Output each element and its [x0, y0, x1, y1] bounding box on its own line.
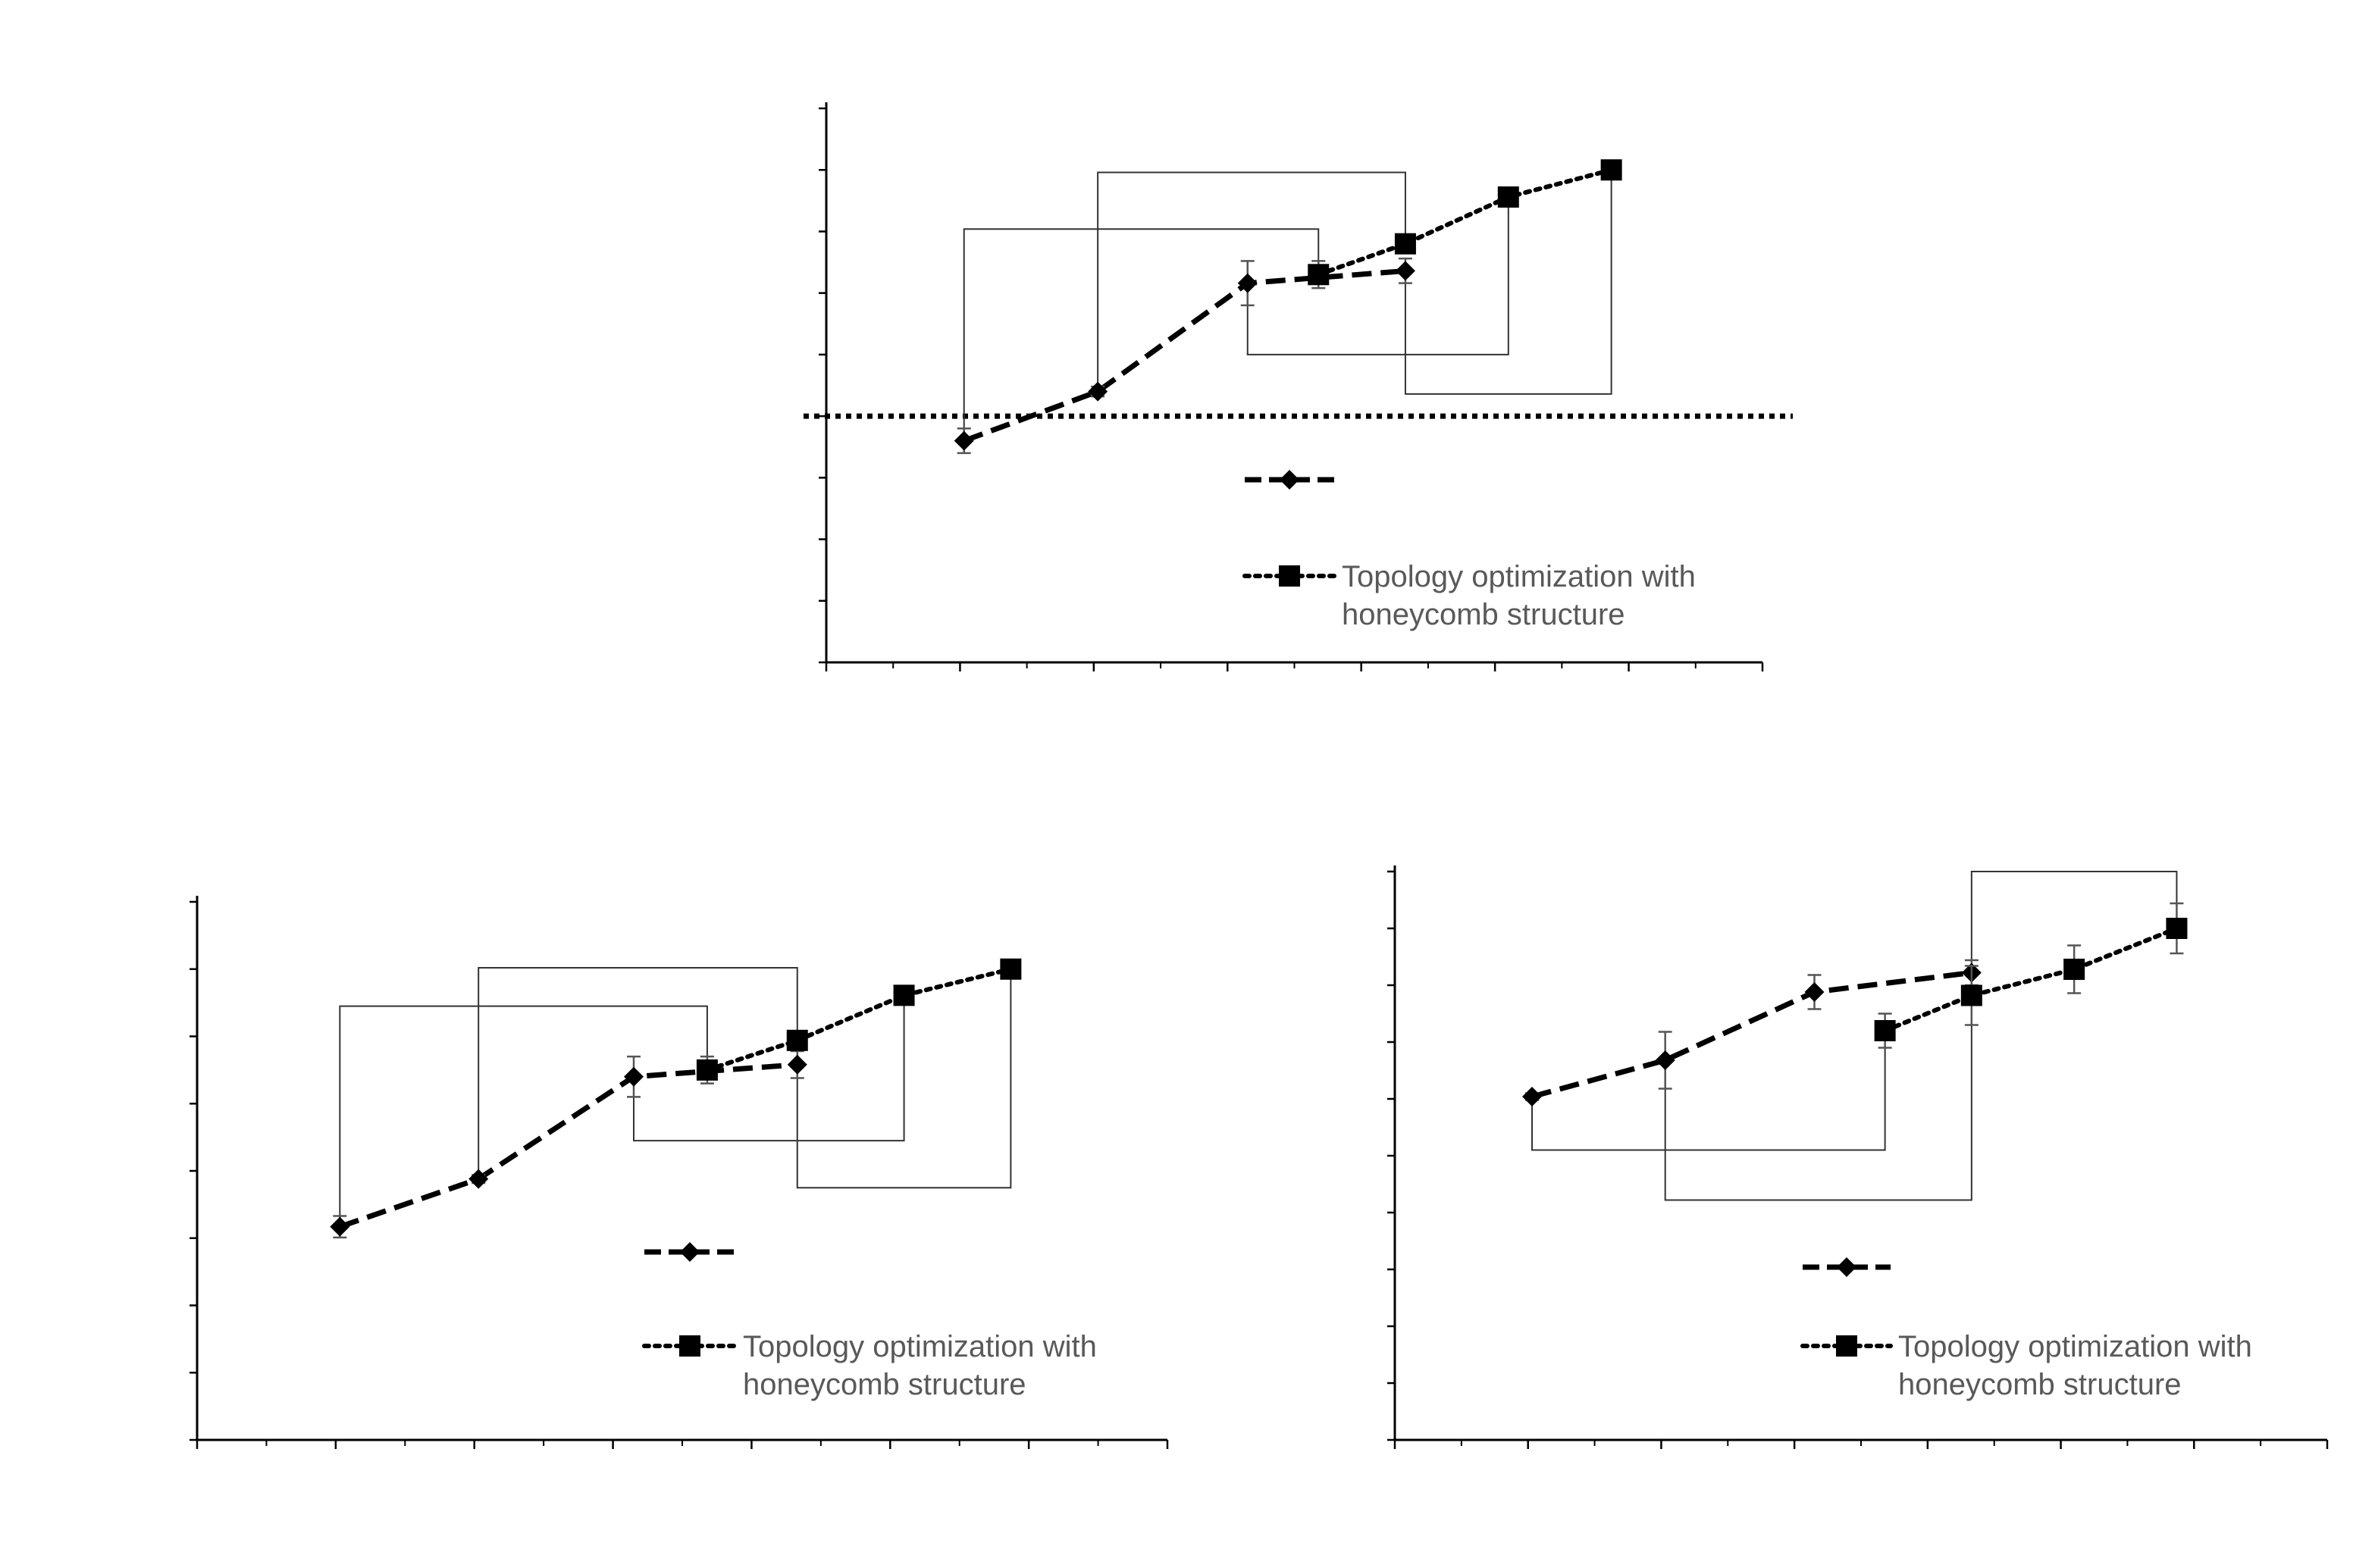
series-line — [704, 966, 1014, 1072]
series-line — [1882, 926, 2179, 1033]
legend-label-honeycomb-line2: honeycomb structure — [743, 1368, 1026, 1401]
series-line — [1316, 167, 1614, 277]
data-point-diamond — [468, 1169, 489, 1189]
data-point-square — [1874, 1020, 1896, 1041]
legend-label-honeycomb: Topology optimization with — [743, 1330, 1097, 1363]
chart-panel-1: Topology optimization with honeycomb stru… — [190, 896, 1169, 1449]
data-point-diamond — [624, 1066, 644, 1087]
legend-marker-diamond — [680, 1242, 700, 1262]
significance-bracket — [1097, 171, 1406, 392]
series-line — [339, 1062, 798, 1229]
legend-marker-square — [1836, 1335, 1857, 1357]
data-point-diamond — [1395, 261, 1415, 281]
data-point-square — [786, 1029, 808, 1051]
significance-bracket — [1970, 871, 2178, 973]
significance-bracket — [1246, 196, 1509, 355]
data-point-square — [1394, 233, 1416, 255]
data-point-square — [2063, 959, 2085, 980]
legend-marker-square — [1279, 565, 1300, 587]
significance-bracket — [478, 966, 798, 1179]
legend-marker-square — [679, 1335, 700, 1357]
data-point-square — [2166, 918, 2188, 939]
significance-bracket — [1664, 995, 1972, 1201]
data-point-square — [1308, 264, 1330, 286]
data-point-diamond — [1655, 1050, 1675, 1070]
data-point-square — [893, 984, 915, 1006]
significance-bracket — [796, 969, 1012, 1189]
data-point-diamond — [1521, 1087, 1542, 1106]
data-point-diamond — [1237, 273, 1258, 293]
legend-label-honeycomb: Topology optimization with — [1898, 1330, 2252, 1363]
data-point-diamond — [330, 1216, 350, 1237]
legend-marker-diamond — [1837, 1257, 1856, 1277]
data-point-diamond — [787, 1054, 807, 1075]
data-point-square — [696, 1059, 718, 1081]
legend-marker-diamond — [1280, 470, 1299, 490]
data-point-diamond — [1088, 381, 1108, 402]
significance-bracket — [1404, 170, 1612, 395]
data-point-diamond — [1804, 982, 1825, 1002]
significance-bracket — [633, 995, 905, 1142]
legend-label-honeycomb: Topology optimization with — [1342, 560, 1696, 593]
significance-bracket — [1531, 1031, 1886, 1151]
chart-panel-0: Topology optimization with honeycomb stru… — [804, 102, 1793, 671]
legend-label-honeycomb-line2: honeycomb structure — [1342, 598, 1625, 631]
legend-label-honeycomb-line2: honeycomb structure — [1898, 1368, 2182, 1401]
series-line — [1531, 970, 1972, 1100]
data-point-square — [1600, 159, 1622, 181]
significance-bracket — [963, 228, 1320, 441]
significance-bracket — [339, 1005, 708, 1227]
data-point-square — [1960, 984, 1982, 1006]
chart-panel-2: Topology optimization with honeycomb stru… — [1387, 865, 2329, 1449]
data-point-square — [1000, 958, 1022, 980]
data-point-diamond — [954, 430, 974, 451]
data-point-square — [1497, 186, 1519, 208]
